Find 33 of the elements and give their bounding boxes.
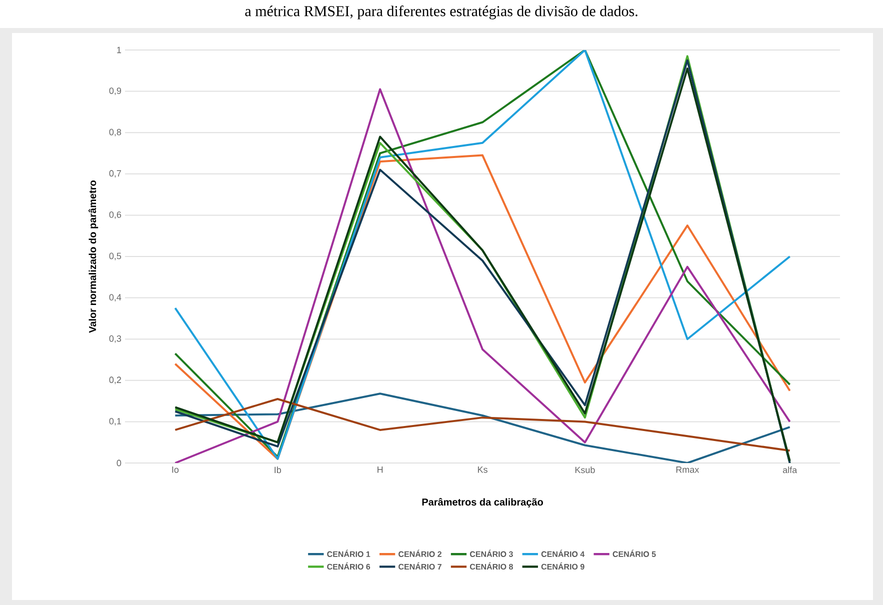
x-tick-label: Rmax — [676, 466, 700, 473]
legend-label: CENÁRIO 4 — [541, 550, 585, 557]
x-tick-label: alfa — [782, 466, 798, 474]
y-tick-label: 0,7 — [109, 170, 122, 178]
y-tick-label: 0,1 — [109, 418, 122, 426]
legend-label: CENÁRIO 9 — [541, 562, 584, 570]
y-tick-label: 0,3 — [109, 335, 122, 343]
line-series — [174, 154, 791, 460]
x-tick-label: Ks — [478, 466, 488, 473]
x-tick-label: H — [378, 466, 383, 473]
legend-label: CENÁRIO 8 — [470, 562, 513, 570]
y-tick-label: 0,5 — [109, 252, 122, 260]
y-tick-label: 0,6 — [109, 211, 122, 219]
line-series — [174, 398, 791, 452]
legend-label: CENÁRIO 6 — [327, 562, 370, 570]
y-axis-title: Valor normalizado do parâmetro — [88, 180, 98, 333]
y-tick-label: 0,2 — [109, 376, 122, 384]
line-series — [174, 392, 791, 463]
legend-label: CENÁRIO 3 — [470, 550, 513, 557]
x-tick-label: Io — [172, 466, 179, 473]
legend-label: CENÁRIO 1 — [327, 550, 370, 557]
x-tick-label: Ib — [274, 466, 282, 474]
y-tick-label: 0,8 — [109, 128, 122, 136]
y-tick-label: 0,9 — [109, 88, 122, 96]
y-tick-label: 1 — [117, 46, 122, 54]
y-tick-label: 0,4 — [109, 294, 122, 302]
legend-label: CENÁRIO 7 — [398, 562, 442, 570]
legend-label: CENÁRIO 5 — [612, 550, 656, 557]
x-tick-label: Ksub — [575, 466, 595, 474]
y-tick-label: 0 — [116, 460, 122, 466]
x-axis-title: Parâmetros da calibração — [422, 498, 543, 508]
chart-title: a métrica RMSEI, para diferentes estratégias de divisão de dados. — [245, 6, 638, 20]
legend-label: CENÁRIO 2 — [398, 550, 442, 557]
